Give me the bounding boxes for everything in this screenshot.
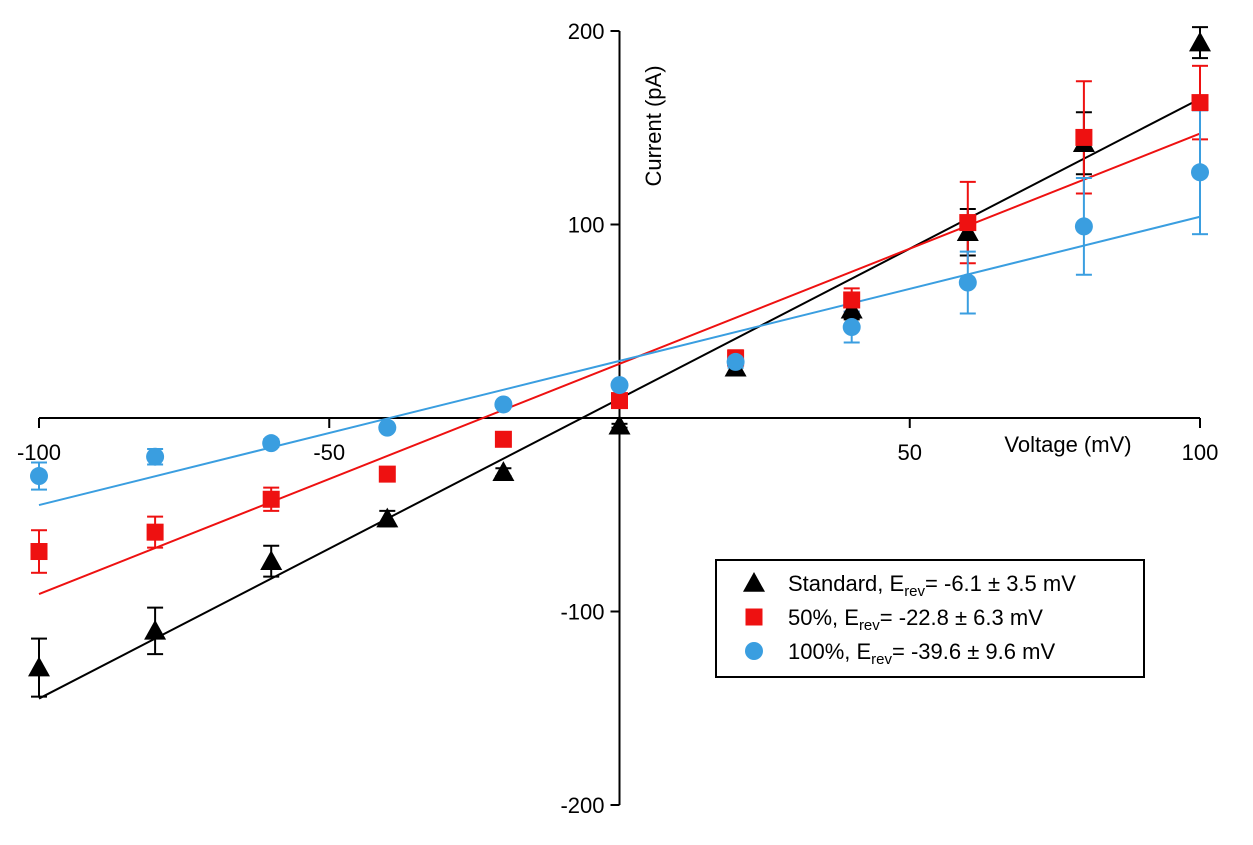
data-point-standard xyxy=(144,619,167,640)
legend-marker-50pct xyxy=(745,608,763,626)
data-point-100pct xyxy=(146,447,165,466)
data-point-100pct xyxy=(610,376,629,395)
data-point-50pct xyxy=(1075,128,1093,146)
data-point-standard xyxy=(492,461,515,481)
legend-entry-100pct: 100%, Erev= -39.6 ± 9.6 mV xyxy=(788,639,1055,668)
fit-line-100pct xyxy=(38,215,1201,507)
data-point-standard xyxy=(1189,31,1211,52)
x-axis-title: Voltage (mV) xyxy=(1004,432,1131,457)
data-point-100pct xyxy=(842,318,861,337)
y-tick-label: 100 xyxy=(568,213,605,238)
data-point-100pct xyxy=(378,418,397,437)
data-point-standard xyxy=(260,550,283,570)
legend-marker-standard xyxy=(743,572,765,592)
y-tick-label: 200 xyxy=(568,19,605,44)
data-point-100pct xyxy=(1191,163,1209,182)
legend-entry-50pct: 50%, Erev= -22.8 ± 6.3 mV xyxy=(788,605,1043,634)
data-point-standard xyxy=(840,298,863,319)
x-tick-label: 100 xyxy=(1182,440,1219,465)
data-point-100pct xyxy=(30,467,48,486)
data-point-standard xyxy=(608,414,631,435)
legend-marker-100pct xyxy=(745,642,763,660)
legend-box xyxy=(715,559,1145,678)
data-point-standard xyxy=(28,656,50,677)
data-point-50pct xyxy=(494,430,512,448)
data-point-50pct xyxy=(1191,94,1209,112)
data-markers xyxy=(28,31,1211,677)
data-point-100pct xyxy=(958,273,977,292)
x-tick-label: -100 xyxy=(17,440,61,465)
data-point-50pct xyxy=(843,291,861,309)
data-point-50pct xyxy=(378,465,396,483)
data-point-50pct xyxy=(959,214,977,232)
data-point-50pct xyxy=(611,392,628,410)
data-point-100pct xyxy=(262,434,281,453)
fit-line-50pct xyxy=(38,132,1201,596)
x-tick-label: 50 xyxy=(898,440,922,465)
data-point-50pct xyxy=(30,543,48,561)
data-point-50pct xyxy=(146,523,164,541)
data-point-100pct xyxy=(494,395,513,414)
x-tick-label: -50 xyxy=(313,440,345,465)
y-tick-label: -100 xyxy=(560,600,604,625)
y-tick-label: -200 xyxy=(560,793,604,818)
data-point-50pct xyxy=(262,490,280,508)
legend-entry-standard: Standard, Erev= -6.1 ± 3.5 mV xyxy=(788,571,1076,600)
data-point-100pct xyxy=(1074,217,1093,236)
axes: -100 -50 50 100 200 100 -100 -200 Voltage (mV) Cu… xyxy=(17,19,1218,818)
data-point-100pct xyxy=(726,352,745,371)
y-axis-title: Current (pA) xyxy=(641,65,666,186)
data-point-standard xyxy=(956,221,979,242)
legend: Standard, Erev= -6.1 ± 3.5 mV 50%, Erev= … xyxy=(715,559,1145,678)
data-point-standard xyxy=(376,507,399,528)
